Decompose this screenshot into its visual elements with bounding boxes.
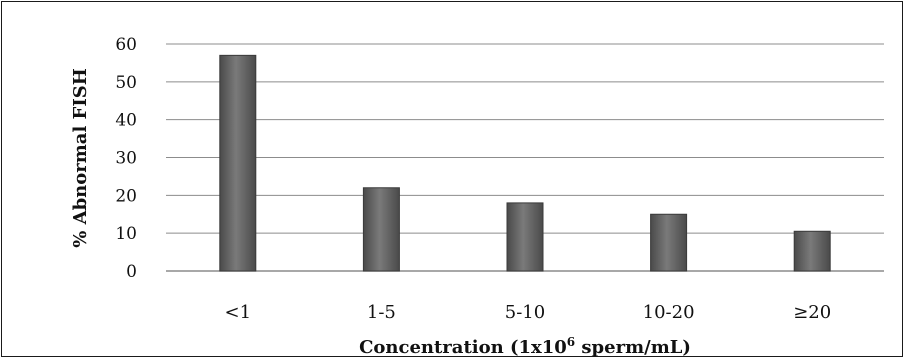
bar-3 [650, 213, 688, 272]
bar-4 [793, 230, 831, 272]
y-tick-label: 60 [115, 35, 137, 55]
x-tick-label: <1 [225, 302, 252, 323]
x-tick-label: 5-10 [505, 302, 545, 323]
x-axis-title-suffix: sperm/mL) [575, 337, 691, 358]
y-tick-label: 30 [115, 149, 137, 169]
y-tick-label: 0 [126, 262, 137, 282]
gridlines [166, 43, 884, 272]
x-axis-title-main: Concentration (1x10 [359, 337, 567, 358]
y-axis-title: % Abnormal FISH [70, 68, 91, 248]
x-tick-label: 10-20 [643, 302, 695, 323]
y-tick-label: 20 [115, 186, 137, 206]
x-axis-title-superscript: 6 [567, 335, 575, 349]
y-tick-labels: 0 10 20 30 40 50 60 [115, 35, 137, 282]
bar-1 [362, 187, 400, 272]
bars [219, 54, 831, 272]
x-tick-labels: <1 1-5 5-10 10-20 ≥20 [225, 302, 832, 323]
y-tick-label: 50 [115, 73, 137, 93]
bar-2 [506, 202, 544, 272]
x-axis-title: Concentration (1x106 sperm/mL) [359, 335, 691, 358]
y-tick-label: 40 [115, 111, 137, 131]
x-tick-label: 1-5 [367, 302, 396, 323]
x-tick-label: ≥20 [793, 302, 831, 323]
bar-0 [219, 54, 257, 272]
y-tick-label: 10 [115, 224, 137, 244]
